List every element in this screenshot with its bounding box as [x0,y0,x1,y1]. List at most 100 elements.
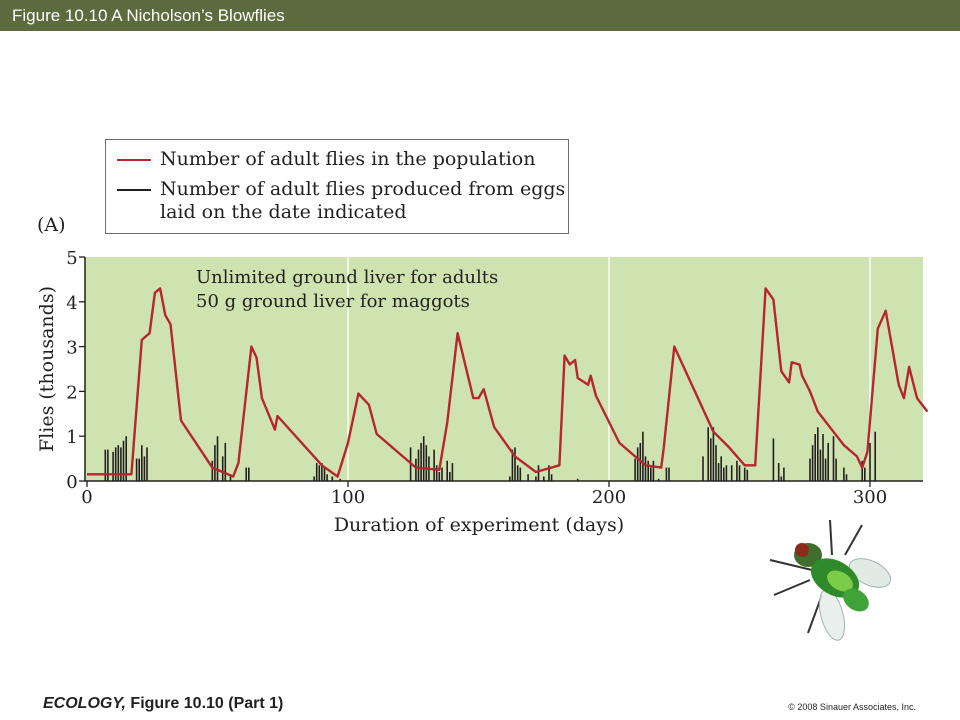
y-tick-label-0: 0 [66,472,77,493]
eggs-bar [417,449,420,481]
eggs-bar [725,465,728,481]
slide-title: Figure 10.10 A Nicholson’s Blowflies [12,6,285,25]
eggs-bar [248,467,250,481]
eggs-bar [146,447,148,481]
legend-label-produced-line2: laid on the date indicated [160,201,407,223]
eggs-bar [229,476,232,481]
eggs-bar [122,440,125,481]
legend-label-produced: Number of adult flies produced from eggs [160,178,566,200]
eggs-bar [548,465,550,481]
eggs-bar [107,449,109,481]
eggs-bar [422,436,425,481]
eggs-bar [832,436,835,481]
eggs-bar [746,469,749,481]
eggs-bar [772,438,775,481]
eggs-bar [861,460,863,481]
eggs-bar [845,474,848,481]
eggs-bar [112,451,114,481]
annotation-line-1: Unlimited ground liver for adults [196,267,498,288]
eggs-bar [824,458,827,481]
eggs-bar [449,472,451,481]
eggs-bar [736,460,738,481]
eggs-bar [874,431,876,481]
eggs-bar [446,460,448,481]
eggs-bar [321,463,323,481]
eggs-bar [313,476,315,481]
eggs-bar [224,442,227,481]
eggs-bar [644,456,647,481]
eggs-bar [738,465,741,481]
eggs-bar [420,442,422,481]
eggs-bar [138,458,140,481]
copyright-notice: © 2008 Sinauer Associates, Inc. [788,702,916,712]
eggs-bar [214,445,216,481]
eggs-bar [576,478,579,481]
eggs-bar [245,467,247,481]
eggs-bar [216,436,219,481]
eggs-bar [441,467,443,481]
eggs-bar [331,476,334,481]
legend-swatch-produced [117,189,151,191]
eggs-bar [650,467,652,481]
eggs-bar [537,465,540,481]
eggs-bar [811,445,814,481]
eggs-bar [514,447,516,481]
eggs-bar [104,449,107,481]
x-tick-label-0: 0 [81,487,92,508]
eggs-bar [634,458,636,481]
axis-ticks: 0 1 2 3 4 5 0 100 200 300 [66,248,887,508]
x-tick-label-100: 100 [331,487,365,508]
eggs-bar [668,467,670,481]
eggs-bar [819,449,822,481]
x-tick-label-300: 300 [853,487,887,508]
eggs-bar [717,463,720,481]
eggs-bar [433,449,435,481]
eggs-bar [511,449,514,481]
eggs-bar [339,478,341,481]
y-tick-label-4: 4 [66,293,77,314]
eggs-bar [425,445,428,481]
eggs-bar [835,458,837,481]
y-tick-label-1: 1 [66,427,77,448]
eggs-bar [211,460,214,481]
x-axis-title: Duration of experiment (days) [334,514,624,536]
eggs-bar [114,447,117,481]
eggs-bar [451,463,454,481]
eggs-bar [527,474,529,481]
panel-label: (A) [37,214,66,236]
eggs-bar [120,447,122,481]
eggs-bar [707,427,709,481]
eggs-bar [435,465,438,481]
eggs-bar [712,427,715,481]
eggs-bar [509,476,511,481]
eggs-bar [323,467,326,481]
y-tick-label-2: 2 [66,382,77,403]
eggs-bar [535,476,537,481]
eggs-bar [715,445,717,481]
eggs-bar [827,442,829,481]
chart-legend: Number of adult flies in the population … [105,139,569,234]
eggs-bar [720,456,722,481]
eggs-bar [710,438,712,481]
eggs-bar [519,467,522,481]
eggs-bar [550,474,553,481]
eggs-bar [665,467,668,481]
eggs-bar [221,456,224,481]
eggs-bar [642,431,644,481]
title-bar: Figure 10.10 A Nicholson’s Blowflies [0,0,960,31]
x-tick-label-200: 200 [592,487,626,508]
eggs-bar [438,472,441,481]
eggs-bar [315,463,318,481]
population-line [87,287,929,478]
eggs-bar [141,445,143,481]
footer-figure-ref: Figure 10.10 (Part 1) [125,695,284,712]
eggs-bar [783,467,785,481]
legend-swatch-population [117,159,151,161]
eggs-bar [817,427,819,481]
eggs-bar [636,447,639,481]
eggs-bar [125,436,127,481]
eggs-bar [652,460,655,481]
eggs-bar [516,465,519,481]
eggs-produced-bars [104,427,876,481]
